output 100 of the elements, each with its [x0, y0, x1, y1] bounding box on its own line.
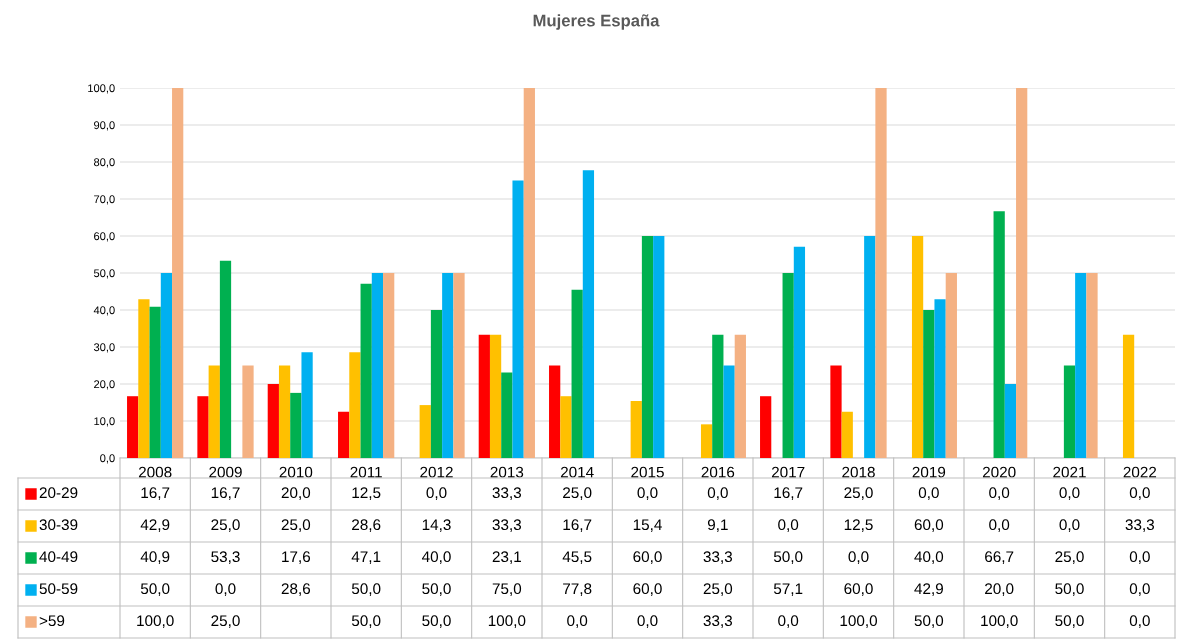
bar — [442, 273, 454, 458]
data-label: 20,0 — [985, 583, 1014, 596]
x-tick-label: 2014 — [560, 466, 594, 478]
data-label: 0,0 — [1129, 487, 1150, 500]
bar — [830, 365, 842, 458]
y-tick-label: 60,0 — [94, 232, 115, 242]
bar — [1086, 273, 1098, 458]
bar — [723, 365, 735, 458]
data-label: 16,7 — [141, 487, 170, 500]
x-tick-label: 2012 — [420, 466, 453, 478]
data-label: 17,6 — [282, 551, 311, 564]
data-label: 25,0 — [211, 519, 240, 532]
bar — [734, 334, 746, 458]
data-label: 47,1 — [351, 551, 381, 564]
data-label: 25,0 — [281, 519, 311, 532]
data-label: 50,0 — [422, 583, 451, 596]
bar — [360, 283, 372, 458]
data-label: 100,0 — [137, 615, 174, 628]
data-label: 0,0 — [1129, 615, 1150, 628]
data-label: 33,3 — [703, 615, 733, 628]
data-label: 14,3 — [422, 519, 451, 532]
x-tick-label: 2011 — [350, 466, 382, 478]
data-label: 0,0 — [637, 615, 658, 628]
data-label: 0,0 — [426, 487, 447, 500]
legend-label: 20-29 — [39, 487, 78, 499]
bar — [560, 396, 572, 458]
data-label: 25,0 — [211, 615, 240, 628]
data-label: 25,0 — [844, 487, 873, 500]
bar — [138, 299, 150, 458]
bar — [349, 352, 361, 458]
bar — [197, 396, 209, 458]
bar — [489, 334, 502, 458]
data-label: 50,0 — [773, 551, 803, 564]
x-tick-label: 2016 — [701, 466, 735, 478]
data-label: 16,7 — [563, 519, 592, 532]
y-tick-label: 70,0 — [94, 195, 115, 205]
data-label: 60,0 — [844, 583, 873, 596]
data-label: 40,0 — [421, 551, 451, 564]
bar — [700, 424, 713, 458]
y-tick-label: 80,0 — [94, 158, 115, 168]
x-tick-label: 2018 — [842, 466, 875, 478]
data-label: 0,0 — [567, 615, 588, 628]
y-tick-label: 40,0 — [93, 306, 115, 316]
data-label: 50,0 — [914, 615, 944, 628]
data-label: 33,3 — [1125, 519, 1155, 532]
data-label: 40,0 — [914, 551, 944, 564]
x-tick-label: 2020 — [982, 466, 1016, 478]
data-label: 20,0 — [281, 487, 311, 500]
data-label: 33,3 — [703, 551, 733, 564]
data-label: 45,5 — [562, 551, 592, 564]
y-tick-label: 30,0 — [93, 343, 115, 353]
data-label: 53,3 — [211, 551, 240, 564]
bar — [523, 88, 535, 458]
data-label: 75,0 — [492, 583, 522, 596]
bar — [242, 365, 254, 458]
bar — [208, 365, 220, 458]
data-label: 42,9 — [914, 583, 943, 596]
data-label: 33,3 — [492, 519, 522, 532]
data-label: 33,3 — [492, 487, 522, 500]
bar — [1075, 273, 1087, 458]
bar — [172, 88, 184, 458]
data-label: 57,1 — [773, 583, 803, 596]
chart-title: Mujeres España — [533, 14, 660, 30]
data-label: 0,0 — [918, 487, 939, 500]
data-label: 60,0 — [914, 519, 944, 532]
data-label: 0,0 — [1129, 551, 1150, 564]
x-tick-label: 2013 — [490, 466, 524, 478]
bar — [501, 372, 513, 458]
y-tick-label: 90,0 — [94, 121, 115, 131]
bar — [1016, 88, 1028, 458]
data-label: 100,0 — [840, 615, 878, 628]
bar — [1063, 365, 1076, 458]
bar — [911, 236, 924, 458]
bar — [571, 289, 583, 458]
data-label: 15,4 — [633, 519, 662, 532]
data-label: 60,0 — [633, 583, 662, 596]
data-label: 25,0 — [563, 487, 592, 500]
data-label: 16,7 — [211, 487, 240, 500]
data-label: 0,0 — [989, 519, 1010, 532]
data-label: 50,0 — [351, 615, 381, 628]
data-label: 40,9 — [140, 551, 170, 564]
bar — [653, 236, 665, 458]
data-label: 28,6 — [352, 519, 381, 532]
data-label: 60,0 — [633, 551, 662, 564]
x-tick-label: 2015 — [631, 466, 664, 478]
bar — [430, 310, 443, 458]
data-label: 0,0 — [707, 487, 728, 500]
data-label: 9,1 — [707, 519, 728, 532]
bar — [923, 310, 935, 458]
bar — [512, 180, 524, 458]
x-tick-label: 2017 — [771, 466, 805, 478]
bar — [841, 411, 853, 458]
bar — [1122, 334, 1135, 458]
bar — [782, 273, 794, 458]
bar — [934, 299, 946, 458]
bar — [149, 306, 161, 458]
bar — [127, 396, 139, 458]
data-label: 0,0 — [778, 615, 799, 628]
bar — [630, 401, 642, 458]
bar — [945, 273, 957, 458]
